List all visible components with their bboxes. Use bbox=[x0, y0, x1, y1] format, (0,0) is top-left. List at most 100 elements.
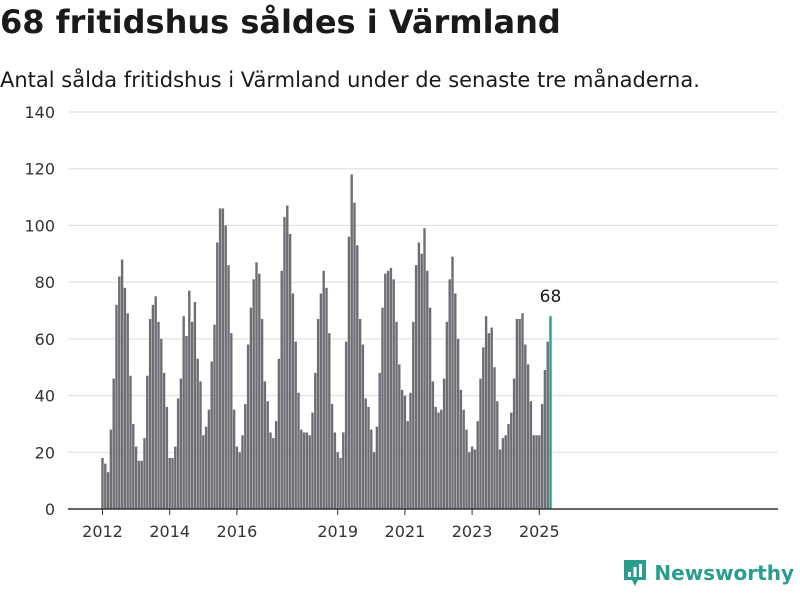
bar bbox=[146, 375, 149, 509]
bar bbox=[266, 401, 269, 509]
bar bbox=[288, 233, 292, 509]
bar bbox=[241, 435, 244, 509]
bar bbox=[392, 279, 395, 509]
bar bbox=[202, 435, 205, 509]
bar bbox=[132, 423, 135, 509]
bar bbox=[325, 287, 328, 509]
x-tick-label: 2025 bbox=[519, 522, 560, 541]
bar bbox=[451, 256, 454, 509]
x-tick-label: 2012 bbox=[82, 522, 123, 541]
bar bbox=[462, 409, 465, 509]
bar bbox=[521, 313, 524, 509]
bar bbox=[459, 389, 463, 509]
bar bbox=[238, 452, 241, 509]
bar bbox=[255, 262, 258, 509]
bar bbox=[129, 375, 132, 509]
bar bbox=[420, 253, 423, 509]
brand-name: Newsworthy bbox=[654, 561, 794, 585]
bar bbox=[227, 265, 230, 509]
bar bbox=[249, 307, 253, 509]
bar bbox=[286, 205, 289, 509]
bar bbox=[204, 426, 208, 509]
bar bbox=[174, 446, 177, 509]
bar bbox=[137, 460, 141, 509]
bar bbox=[294, 341, 297, 509]
newsworthy-logo: Newsworthy bbox=[622, 558, 794, 588]
x-axis: 2012 2014 2016 2019 2021 2023 2025 bbox=[68, 508, 778, 541]
bar bbox=[501, 438, 505, 509]
bar bbox=[316, 319, 320, 509]
bar bbox=[199, 381, 202, 509]
bar bbox=[473, 449, 477, 509]
bar bbox=[154, 296, 157, 509]
bar bbox=[400, 389, 404, 509]
bar bbox=[283, 216, 286, 510]
bar bbox=[258, 273, 261, 509]
bar bbox=[109, 429, 113, 509]
bar bbox=[403, 395, 407, 509]
bar bbox=[414, 265, 418, 509]
bar bbox=[479, 378, 482, 509]
bar bbox=[232, 409, 236, 509]
bar bbox=[440, 409, 443, 509]
bar bbox=[378, 372, 381, 509]
bar bbox=[252, 279, 255, 509]
bar bbox=[311, 412, 314, 509]
x-tick-label: 2014 bbox=[149, 522, 190, 541]
bar bbox=[336, 452, 339, 509]
bar bbox=[372, 452, 376, 509]
bar bbox=[476, 421, 479, 509]
bar bbox=[406, 421, 409, 509]
bar bbox=[448, 279, 451, 509]
bar bbox=[104, 463, 107, 509]
bar bbox=[498, 449, 502, 509]
bar bbox=[512, 378, 516, 509]
bar bbox=[162, 372, 166, 509]
bar bbox=[510, 412, 513, 509]
bar bbox=[328, 333, 331, 509]
bar bbox=[482, 347, 485, 509]
bar bbox=[344, 341, 348, 509]
bar bbox=[540, 404, 544, 509]
bar bbox=[300, 429, 303, 509]
bar bbox=[515, 319, 519, 509]
x-tick-label: 2021 bbox=[385, 522, 426, 541]
bar bbox=[263, 381, 267, 509]
y-tick-label: 120 bbox=[24, 160, 55, 179]
bar bbox=[193, 301, 197, 509]
bar bbox=[487, 333, 491, 509]
bar bbox=[442, 378, 446, 509]
bar bbox=[118, 276, 121, 509]
bar bbox=[437, 412, 440, 509]
y-tick-label: 100 bbox=[24, 216, 55, 235]
y-tick-label: 20 bbox=[35, 443, 55, 462]
bar bbox=[297, 392, 300, 509]
bar bbox=[272, 438, 275, 509]
y-axis-labels: 0 20 40 60 80 100 120 140 bbox=[24, 103, 55, 519]
bar bbox=[260, 319, 264, 509]
bar bbox=[353, 202, 356, 509]
bar bbox=[333, 432, 337, 509]
bar bbox=[196, 358, 199, 509]
bar bbox=[302, 432, 306, 509]
bar bbox=[157, 321, 160, 509]
annotation: 68 bbox=[540, 287, 562, 307]
last-value-label: 68 bbox=[540, 287, 562, 307]
bar bbox=[190, 321, 194, 509]
bar bbox=[546, 341, 549, 509]
bar bbox=[454, 293, 457, 509]
chart-title: 68 fritidshus såldes i Värmland bbox=[0, 3, 561, 41]
bar bbox=[221, 208, 225, 509]
bar bbox=[532, 435, 535, 509]
bar bbox=[308, 435, 311, 509]
x-tick-label: 2023 bbox=[452, 522, 493, 541]
bar bbox=[140, 460, 143, 509]
bar bbox=[171, 457, 174, 509]
bar bbox=[367, 406, 370, 509]
bar bbox=[358, 319, 362, 509]
bar bbox=[423, 228, 426, 509]
bar bbox=[185, 336, 188, 509]
bar bbox=[244, 404, 247, 509]
bar bbox=[148, 319, 152, 509]
bar bbox=[389, 267, 393, 509]
